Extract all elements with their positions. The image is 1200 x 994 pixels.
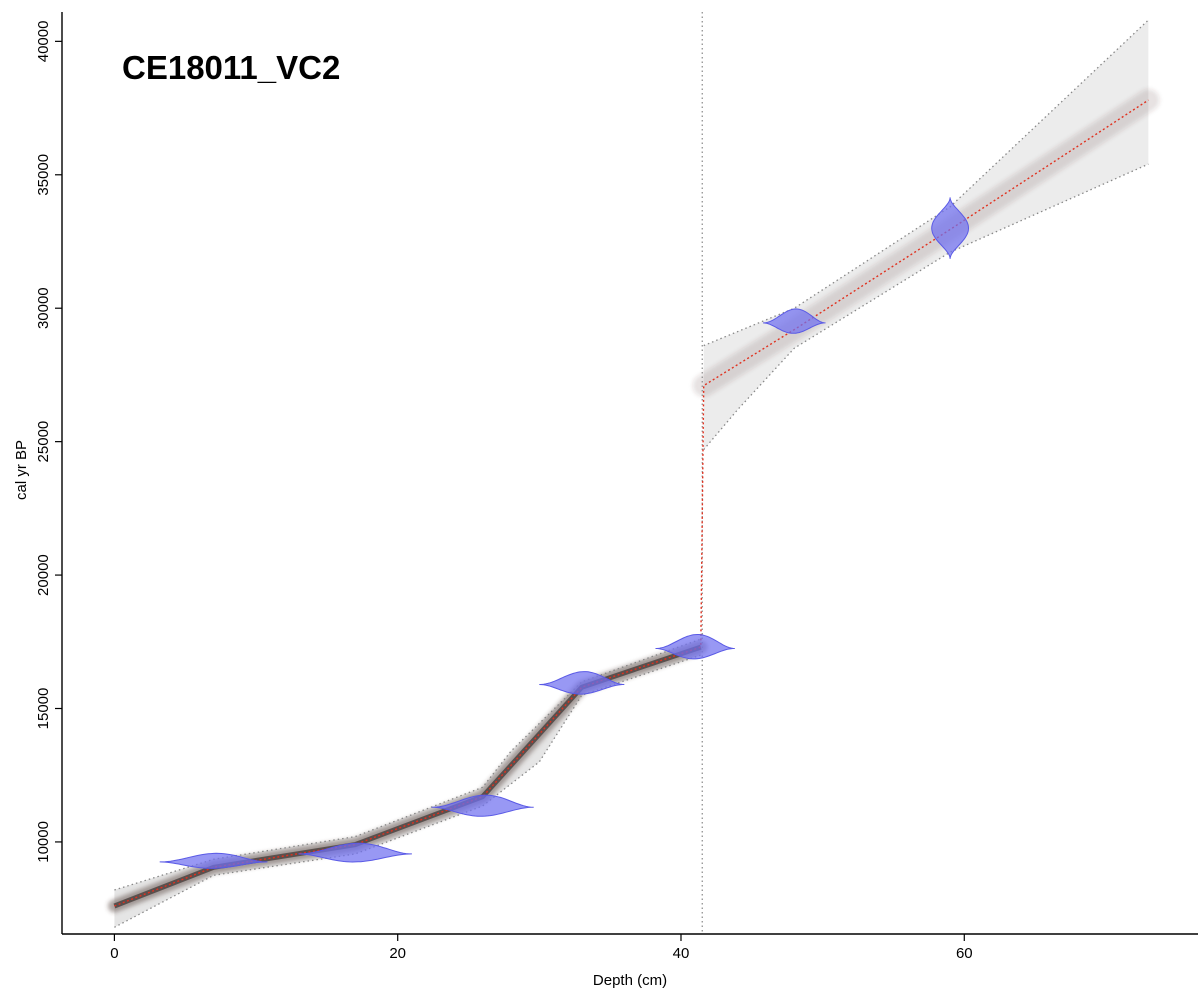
y-tick-label-30000: 30000 bbox=[35, 287, 52, 329]
y-tick-label-20000: 20000 bbox=[35, 554, 52, 596]
lower-bound-2 bbox=[703, 163, 1149, 451]
x-tick-label-20: 20 bbox=[389, 945, 406, 962]
confidence-bounds bbox=[114, 19, 1149, 928]
date-distribution-1 bbox=[159, 852, 268, 869]
date-distribution-5 bbox=[655, 634, 735, 660]
calibrated-dates bbox=[159, 197, 970, 869]
y-tick-label-40000: 40000 bbox=[35, 21, 52, 63]
axes: 0 20 40 60 10000 15000 20000 25000 30000 35000 400… bbox=[35, 12, 1198, 962]
y-tick-label-25000: 25000 bbox=[35, 421, 52, 463]
y-axis-title: cal yr BP bbox=[13, 440, 30, 500]
date-distribution-3 bbox=[431, 794, 534, 817]
age-model-envelope bbox=[107, 20, 1160, 928]
chart-title: CE18011_VC2 bbox=[122, 49, 340, 86]
x-tick-label-0: 0 bbox=[110, 945, 118, 962]
date-distribution-4 bbox=[539, 671, 625, 695]
date-distribution-2 bbox=[298, 842, 412, 863]
date-distribution-6 bbox=[763, 308, 826, 334]
y-tick-label-10000: 10000 bbox=[35, 821, 52, 863]
x-tick-label-60: 60 bbox=[956, 945, 973, 962]
y-tick-label-15000: 15000 bbox=[35, 688, 52, 730]
x-axis-title: Depth (cm) bbox=[593, 972, 667, 989]
date-distribution-7 bbox=[931, 197, 970, 259]
envelope-core-2 bbox=[692, 89, 1160, 397]
lower-bound-1 bbox=[114, 654, 702, 928]
y-tick-label-35000: 35000 bbox=[35, 154, 52, 196]
x-tick-label-40: 40 bbox=[673, 945, 690, 962]
